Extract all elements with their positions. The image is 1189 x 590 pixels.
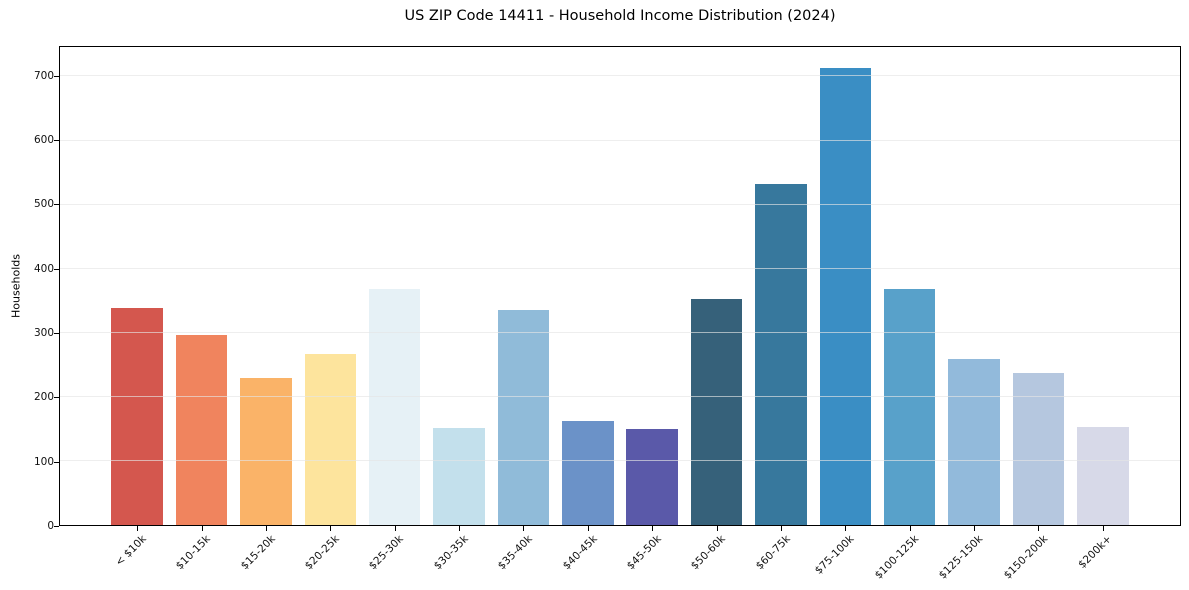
x-tick-mark: [652, 526, 654, 531]
x-tick-label: $35-40k: [495, 533, 535, 573]
y-tick-label: 600: [33, 133, 54, 146]
bar: [240, 378, 292, 525]
gridline: [60, 203, 1180, 205]
bars-container: [60, 47, 1180, 525]
bar-slot: [105, 47, 169, 525]
x-tick-mark: [265, 526, 267, 531]
y-tick-label: 400: [33, 262, 54, 275]
x-tick-label: $150-200k: [1001, 533, 1050, 582]
x-tick-label: $20-25k: [302, 533, 342, 573]
bar-slot: [556, 47, 620, 525]
bar-slot: [363, 47, 427, 525]
x-tick-label: $40-45k: [560, 533, 600, 573]
x-tick-label: $100-125k: [872, 533, 922, 582]
y-tick-mark: [54, 461, 59, 463]
x-tick-label: $50-60k: [688, 533, 729, 573]
y-tick-mark: [54, 204, 59, 206]
bar: [433, 428, 485, 525]
bar-slot: [1006, 47, 1070, 525]
x-tick-mark: [587, 526, 589, 531]
y-tick-mark: [54, 397, 59, 399]
x-tick-mark: [394, 526, 396, 531]
x-tick-label: $200k+: [1076, 533, 1115, 571]
bar: [175, 335, 228, 525]
x-tick-label: $45-50k: [624, 533, 664, 573]
bar-slot: [878, 47, 942, 525]
x-tick-label: $15-20k: [238, 533, 278, 573]
bar: [368, 288, 421, 525]
bar-slot: [620, 47, 684, 525]
x-tick-label: $25-30k: [367, 533, 407, 573]
bar: [111, 308, 163, 525]
gridline: [60, 395, 1180, 397]
x-tick-label: $75-100k: [812, 533, 857, 577]
x-tick-mark: [974, 526, 976, 531]
y-tick-mark: [54, 526, 59, 527]
bar-slot: [427, 47, 491, 525]
bar: [1012, 372, 1065, 525]
bar-slot: [298, 47, 362, 525]
gridline: [60, 267, 1180, 269]
x-tick-mark: [137, 526, 139, 531]
x-tick-mark: [330, 526, 332, 531]
bar-slot: [491, 47, 555, 525]
x-tick-mark: [523, 526, 525, 531]
plot-area: [59, 46, 1181, 526]
x-tick-mark: [1038, 526, 1040, 531]
bar: [1077, 426, 1129, 525]
gridline: [60, 139, 1180, 141]
bar-slot: [749, 47, 813, 525]
bar-slot: [169, 47, 233, 525]
x-tick-mark: [716, 526, 718, 531]
bar: [497, 309, 550, 525]
x-tick-mark: [459, 526, 461, 531]
x-tick-label: $10-15k: [173, 533, 214, 573]
y-tick-mark: [54, 75, 59, 77]
gridline: [60, 75, 1180, 77]
x-tick-mark: [780, 526, 782, 531]
y-tick-mark: [54, 332, 59, 334]
x-tick-label: $60-75k: [753, 533, 793, 573]
gridline: [60, 331, 1180, 333]
y-tick-label: 200: [33, 391, 54, 404]
x-tick-label: < $10k: [113, 533, 149, 569]
y-tick-label: 300: [33, 326, 54, 339]
x-tick-mark: [1102, 526, 1104, 531]
bar: [304, 353, 357, 525]
bar: [819, 68, 872, 525]
y-tick-label: 500: [33, 198, 54, 211]
x-tick-mark: [845, 526, 847, 531]
gridline: [60, 459, 1180, 461]
bar: [755, 184, 807, 525]
bar: [562, 421, 614, 525]
x-tick-label: $125-150k: [937, 533, 986, 582]
bar: [690, 299, 743, 525]
bar: [626, 428, 678, 525]
chart-title: US ZIP Code 14411 - Household Income Dis…: [404, 8, 836, 24]
x-tick-label: $30-35k: [431, 533, 471, 573]
y-tick-label: 100: [33, 455, 54, 468]
bar-slot: [234, 47, 298, 525]
x-tick-mark: [201, 526, 203, 531]
y-tick-mark: [54, 268, 59, 270]
bar-slot: [942, 47, 1006, 525]
y-tick-label: 0: [47, 520, 54, 532]
bar-slot: [684, 47, 748, 525]
bar: [948, 359, 1000, 525]
y-tick-mark: [54, 139, 59, 141]
bar: [883, 288, 936, 525]
bar-slot: [1071, 47, 1135, 525]
x-tick-mark: [909, 526, 911, 531]
y-tick-label: 700: [33, 69, 54, 82]
bar-slot: [813, 47, 877, 525]
